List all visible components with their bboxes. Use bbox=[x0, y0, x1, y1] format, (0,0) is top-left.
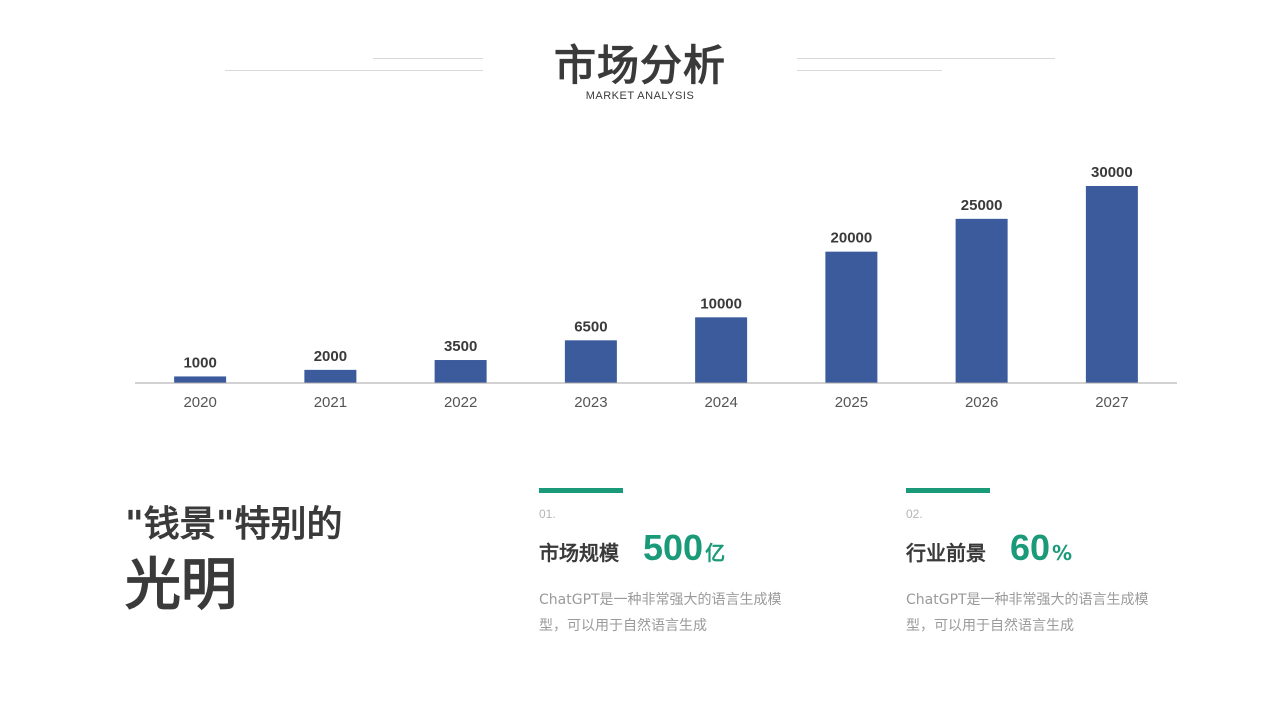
decorative-line bbox=[225, 70, 483, 71]
stat-number: 02. bbox=[906, 507, 923, 521]
x-tick-label: 2022 bbox=[444, 394, 477, 411]
data-label: 30000 bbox=[1091, 164, 1133, 181]
bar-2023 bbox=[564, 340, 617, 383]
data-label: 20000 bbox=[831, 230, 873, 247]
tagline-line-2: 光明 bbox=[125, 553, 237, 618]
x-tick-label: 2023 bbox=[574, 394, 607, 411]
data-label: 3500 bbox=[444, 338, 477, 355]
stat-unit: % bbox=[1052, 541, 1073, 565]
accent-bar bbox=[906, 488, 990, 493]
bar-2024 bbox=[695, 317, 748, 383]
page-title: 市场分析 bbox=[553, 41, 726, 90]
x-tick-label: 2021 bbox=[314, 394, 347, 411]
stat-description: ChatGPT是一种非常强大的语言生成模型，可以用于自然语言生成 bbox=[906, 592, 1149, 634]
stat-description: ChatGPT是一种非常强大的语言生成模型，可以用于自然语言生成 bbox=[539, 592, 782, 634]
x-tick-label: 2025 bbox=[835, 394, 868, 411]
stat-market-size: 01. 市场规模 500 亿 ChatGPT是一种非常强大的语言生成模型，可以用… bbox=[539, 488, 839, 639]
data-label: 1000 bbox=[183, 354, 216, 371]
x-tick-label: 2026 bbox=[965, 394, 998, 411]
decorative-line bbox=[373, 58, 483, 59]
x-tick-label: 2020 bbox=[183, 394, 216, 411]
data-label: 6500 bbox=[574, 318, 607, 335]
accent-bar bbox=[539, 488, 623, 493]
data-label: 2000 bbox=[314, 348, 347, 365]
data-label: 10000 bbox=[700, 295, 742, 312]
stat-unit: 亿 bbox=[705, 541, 726, 565]
bar-2027 bbox=[1085, 186, 1138, 383]
x-tick-label: 2024 bbox=[704, 394, 737, 411]
bar-2021 bbox=[304, 369, 357, 383]
decorative-line bbox=[797, 58, 1055, 59]
tagline-line-1: "钱景"特别的 bbox=[125, 504, 343, 545]
page-subtitle: MARKET ANALYSIS bbox=[585, 90, 695, 102]
decorative-line bbox=[797, 70, 942, 71]
stat-number: 01. bbox=[539, 507, 556, 521]
stat-industry-outlook: 02. 行业前景 60 % ChatGPT是一种非常强大的语言生成模型，可以用于… bbox=[906, 488, 1206, 639]
x-tick-label: 2027 bbox=[1095, 394, 1128, 411]
stat-value: 500 bbox=[643, 527, 704, 568]
stat-label: 市场规模 bbox=[539, 541, 619, 565]
bar-2022 bbox=[434, 360, 487, 383]
bar-2025 bbox=[825, 251, 878, 383]
bar-chart: 1000 2020 2000 2021 3500 2022 6500 2023 10000 202… bbox=[135, 164, 1177, 411]
stat-value: 60 bbox=[1010, 527, 1051, 568]
bar-2026 bbox=[955, 218, 1008, 383]
data-label: 25000 bbox=[961, 197, 1003, 214]
bar-2020 bbox=[174, 376, 227, 383]
stat-label: 行业前景 bbox=[906, 541, 986, 565]
